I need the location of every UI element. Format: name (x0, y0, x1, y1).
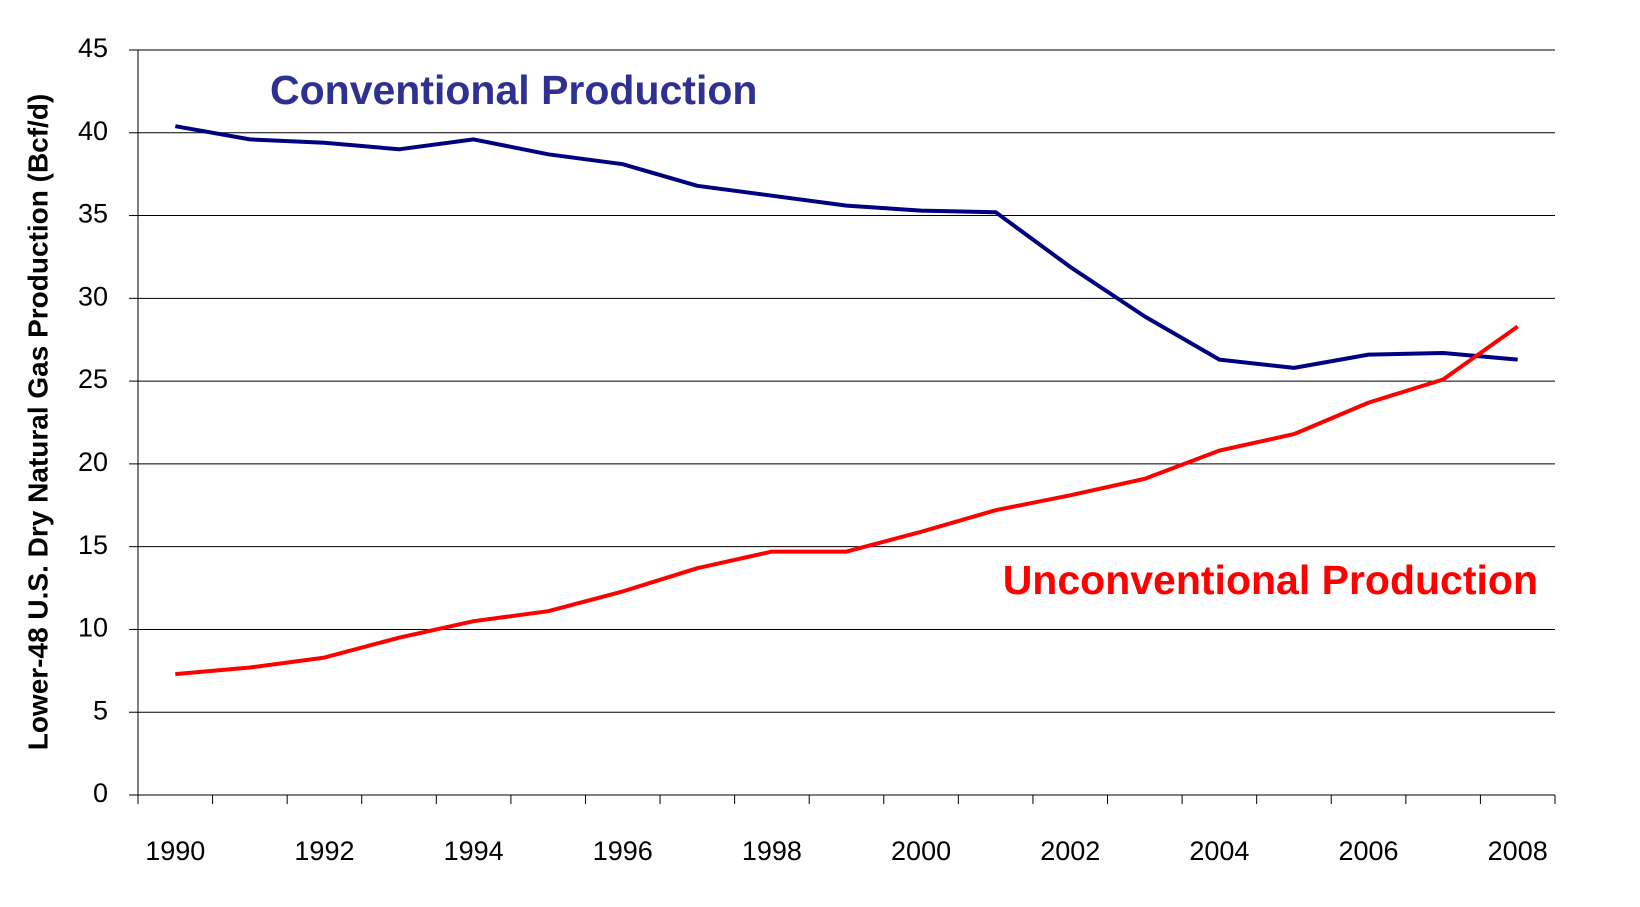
y-tick-label: 5 (93, 695, 108, 725)
y-axis-label: Lower-48 U.S. Dry Natural Gas Production… (22, 94, 53, 751)
y-tick-label: 45 (78, 33, 108, 63)
y-tick-label: 15 (78, 530, 108, 560)
y-tick-label: 20 (78, 447, 108, 477)
y-tick-label: 25 (78, 364, 108, 394)
y-tick-label: 35 (78, 199, 108, 229)
line-series (175, 324, 1519, 677)
x-tick-label: 1996 (593, 836, 653, 866)
x-tick-label: 2006 (1339, 836, 1399, 866)
x-tick-label: 1992 (294, 836, 354, 866)
y-tick-label: 30 (78, 281, 108, 311)
y-tick-label: 10 (78, 613, 108, 643)
series-label: Unconventional Production (1003, 557, 1538, 603)
y-tick-label: 0 (93, 778, 108, 808)
series-label: Conventional Production (270, 67, 757, 113)
line-series (174, 124, 1518, 370)
x-tick-label: 2008 (1488, 836, 1548, 866)
x-tick-label: 2004 (1189, 836, 1249, 866)
x-tick-label: 1990 (145, 836, 205, 866)
x-tick-label: 1994 (444, 836, 504, 866)
x-tick-label: 2002 (1040, 836, 1100, 866)
y-tick-label: 40 (78, 116, 108, 146)
x-tick-label: 1998 (742, 836, 802, 866)
x-tick-label: 2000 (891, 836, 951, 866)
